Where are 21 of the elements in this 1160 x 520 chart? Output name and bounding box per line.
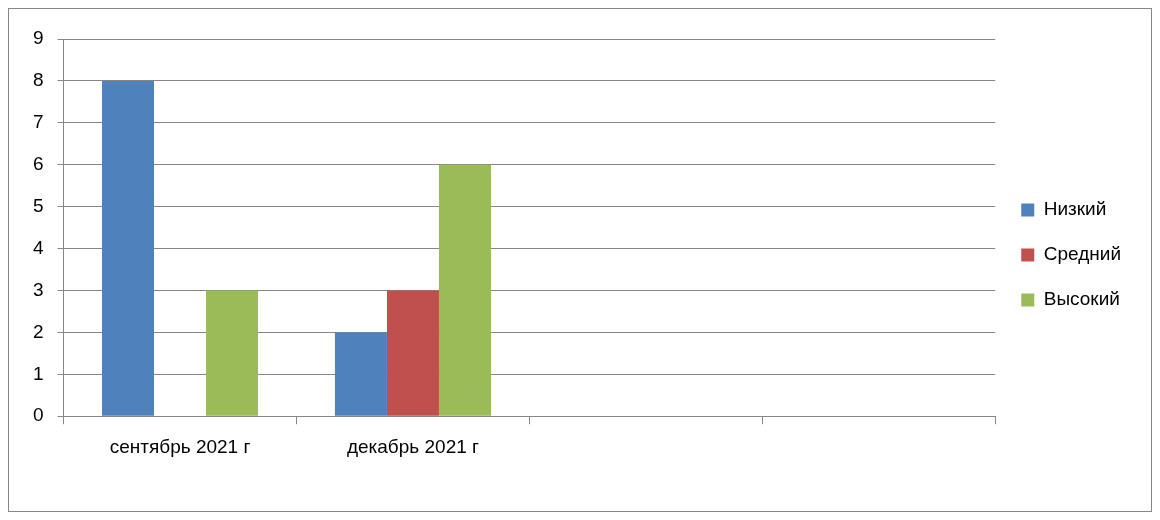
x-tick-label: сентябрь 2021 г bbox=[109, 435, 251, 457]
legend-label: Средний bbox=[1043, 243, 1122, 265]
y-tick-label: 8 bbox=[32, 69, 44, 91]
y-tick-label: 3 bbox=[32, 278, 44, 300]
y-tick-label: 7 bbox=[32, 111, 44, 133]
x-tick-label: декабрь 2021 г bbox=[346, 435, 480, 457]
chart-frame: Низкий Средний Высокий сентябрь 2021 г декабрь 2021 г 0 1 2 3 4 5 6 7 8 9 bbox=[8, 8, 1152, 512]
y-tick-label: 6 bbox=[32, 152, 44, 174]
y-tick-label: 1 bbox=[32, 362, 44, 384]
bar bbox=[102, 80, 155, 416]
y-tick-label: 5 bbox=[32, 194, 44, 216]
bar bbox=[386, 290, 439, 416]
bar bbox=[334, 332, 387, 416]
y-tick-label: 4 bbox=[32, 236, 44, 258]
legend-label: Высокий bbox=[1043, 288, 1120, 310]
bar bbox=[438, 164, 491, 416]
y-tick-label: 0 bbox=[32, 404, 44, 426]
bar bbox=[206, 290, 259, 416]
y-tick-label: 2 bbox=[32, 320, 44, 342]
y-tick-label: 9 bbox=[32, 27, 44, 49]
legend-label: Низкий bbox=[1043, 198, 1107, 220]
